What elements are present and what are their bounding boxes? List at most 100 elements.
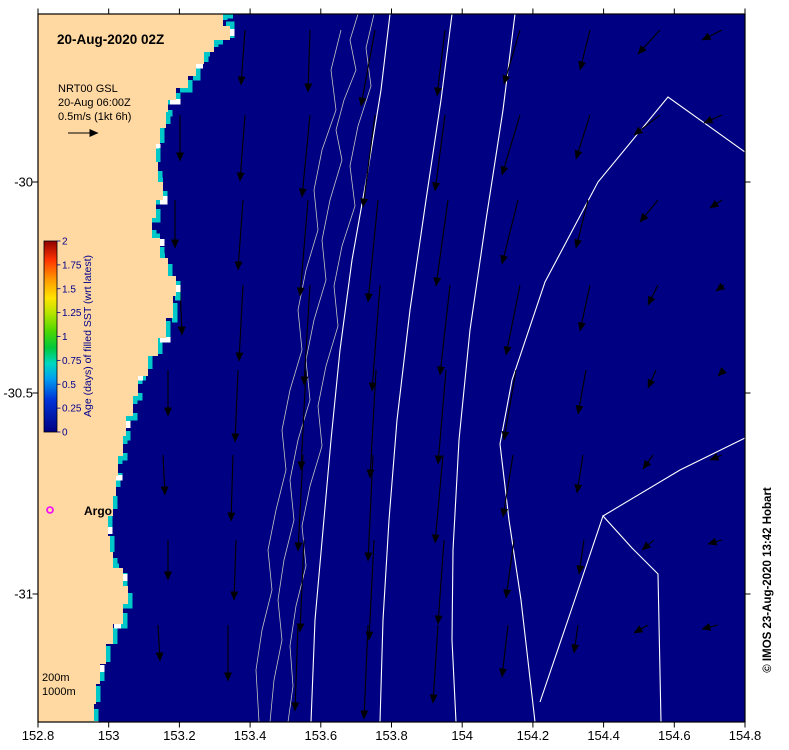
x-tick-label: 154.8 [729, 728, 762, 743]
current-vector-arrow [433, 199, 449, 287]
current-vector-arrow [499, 624, 509, 678]
colorbar-tick-label: 2 [62, 237, 68, 248]
current-vector-arrow [300, 284, 311, 386]
current-vector-arrow [709, 199, 723, 209]
y-tick-label: -30 [14, 175, 33, 190]
argo-label: Argo [84, 504, 112, 518]
bathymetry-contour [602, 437, 745, 517]
current-vector-arrow [574, 199, 589, 249]
current-vector-arrow [434, 29, 446, 97]
colorbar-tick-label: 0.25 [62, 404, 82, 415]
current-vector-arrow [574, 454, 584, 494]
current-vector-arrow [709, 453, 723, 461]
current-vector-arrow [236, 114, 246, 182]
current-vector-arrow [502, 29, 521, 85]
current-vector-arrow [500, 114, 521, 176]
bathymetry-contour-minor [287, 14, 375, 722]
map-layers [38, 14, 745, 722]
axis-ticks: 152.8 153 153.2 153.4 153.6 153.8 154 154.2 154.… [3, 8, 762, 743]
legend-scale-label: 0.5m/s (1kt 6h) [58, 111, 131, 123]
legend-time-label: 20-Aug 06:00Z [58, 97, 131, 109]
current-vector-arrow [575, 369, 587, 415]
current-vector-arrow [227, 454, 236, 522]
colorbar-group: 2 1.75 1.5 1.25 1 0.75 0.5 0.25 0 [43, 237, 82, 439]
page-title: 20-Aug-2020 02Z [57, 32, 164, 47]
current-vector-arrow [633, 624, 649, 634]
current-vector-arrow [633, 114, 661, 136]
current-vector-arrow [500, 454, 514, 518]
current-vector-arrow [237, 29, 246, 86]
y-tick-label: -30.5 [3, 386, 33, 401]
colorbar-tick-label: 1.75 [62, 260, 82, 271]
current-vector-arrow [647, 284, 659, 306]
x-tick-label: 153.8 [375, 728, 408, 743]
bathymetry-contour [499, 96, 745, 722]
current-vector-arrow [365, 539, 375, 641]
colorbar-tick-label: 0.75 [62, 356, 82, 367]
x-tick-label: 153.2 [163, 728, 196, 743]
current-vector-arrow [707, 537, 723, 546]
x-tick-label: 154.4 [587, 728, 620, 743]
colorbar-tick-label: 1 [62, 332, 68, 343]
colorbar-axis-label: Age (days) of filled SST (wrt latest) [82, 255, 94, 417]
colorbar-tick-label: 1.5 [62, 284, 76, 295]
bathymetry-contour [539, 514, 662, 722]
x-tick-label: 153.6 [305, 728, 338, 743]
current-vector-arrow [298, 114, 311, 198]
current-vector-arrow [501, 369, 517, 441]
current-vector-arrow [160, 454, 169, 496]
current-vector-arrow [368, 284, 381, 392]
current-vector-arrow [155, 624, 164, 662]
colorbar [43, 240, 58, 433]
current-vector-arrow [360, 624, 369, 720]
colorbar-tick-label: 0.5 [62, 380, 76, 391]
depth-1000m-label: 1000m [42, 686, 76, 698]
bathymetry-contour-minor [255, 29, 342, 722]
current-vector-arrow [703, 114, 723, 124]
current-vector-arrow [500, 199, 519, 265]
land-region [38, 14, 233, 722]
x-tick-label: 154 [451, 728, 473, 743]
current-vector-arrow [701, 29, 723, 41]
current-vector-arrow [503, 284, 521, 356]
colorbar-tick-label: 0 [62, 428, 68, 439]
y-tick-label: -31 [14, 587, 33, 602]
current-vector-arrow [637, 29, 661, 55]
current-vector-arrow [639, 199, 659, 223]
current-vector-arrow [647, 369, 657, 389]
current-vector-arrow [366, 369, 377, 479]
current-vector-arrow [291, 624, 300, 712]
current-vector-arrow [234, 199, 244, 271]
current-vector-arrow [364, 454, 374, 562]
current-vector-arrow [431, 454, 444, 544]
x-tick-label: 154.2 [517, 728, 550, 743]
bathymetry-contour [379, 14, 453, 722]
colorbar-tick-label: 1.25 [62, 308, 82, 319]
current-vector-arrow [360, 114, 376, 208]
bathymetry-contour [310, 14, 391, 722]
current-vector-arrow [432, 114, 446, 192]
bathymetry-contour [451, 14, 516, 722]
legend-product-label: NRT00 GSL [58, 83, 118, 95]
current-vector-arrow [296, 199, 309, 297]
current-vector-arrow [296, 539, 305, 633]
current-vector-arrow [231, 369, 240, 443]
current-vector-arrow [574, 114, 591, 160]
current-vector-arrow [235, 284, 244, 362]
x-tick-label: 153 [98, 728, 120, 743]
current-vector-arrow [717, 367, 727, 377]
x-tick-label: 152.8 [22, 728, 55, 743]
depth-200m-label: 200m [42, 672, 70, 684]
current-vector-arrow [434, 539, 445, 625]
current-vector-arrow [230, 539, 239, 601]
current-vector-arrow [434, 369, 447, 465]
current-vector-arrow [641, 539, 655, 551]
argo-float-icon [46, 506, 54, 514]
current-vector-arrow [364, 199, 379, 303]
current-vector-arrow [576, 539, 585, 575]
current-vector-arrow [436, 284, 451, 376]
current-vector-arrow [577, 284, 591, 332]
bathymetry-contour-minor [269, 14, 359, 722]
current-vector-arrow [701, 623, 719, 631]
